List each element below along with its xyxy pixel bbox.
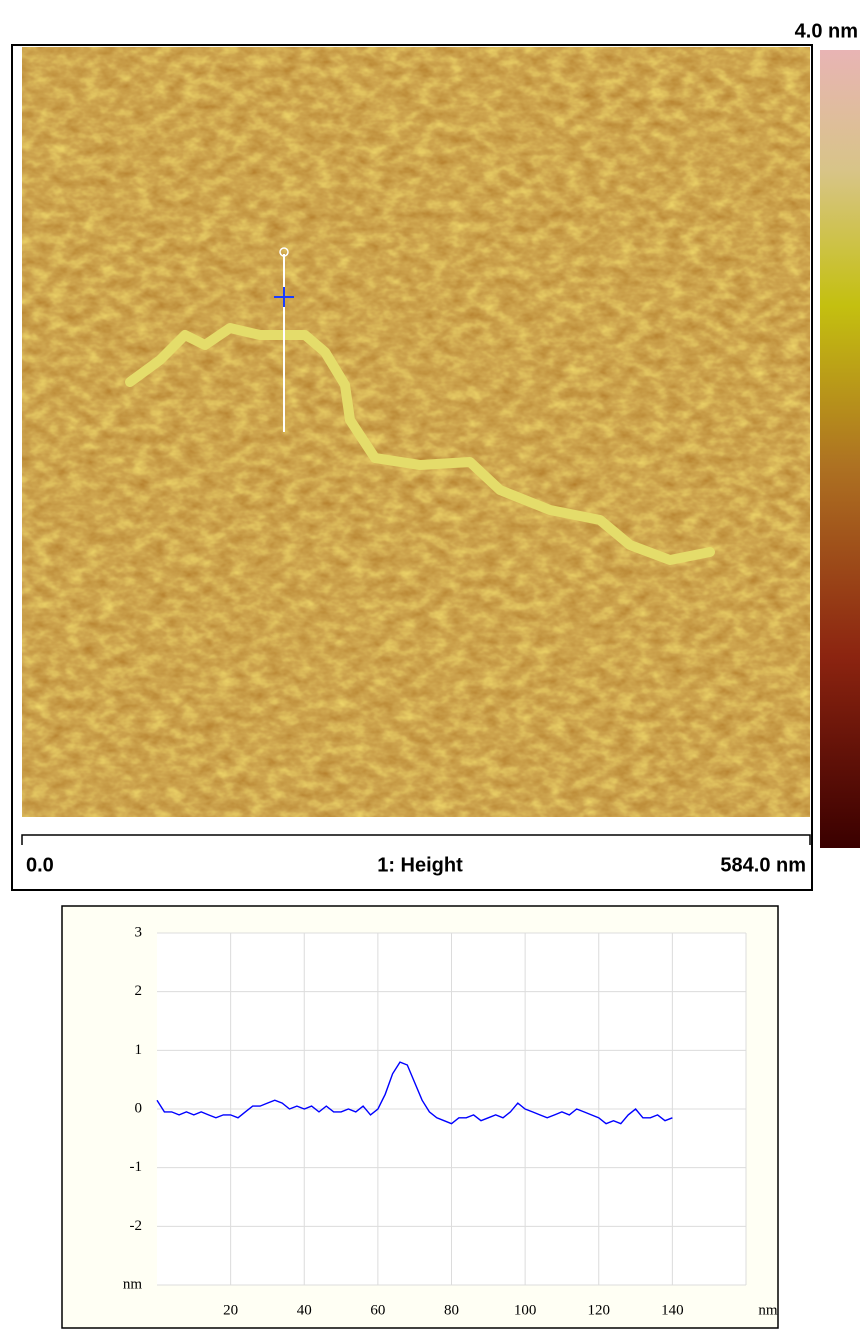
x-tick-label: nm (758, 1302, 778, 1318)
y-tick-label: 1 (135, 1042, 143, 1058)
y-tick-label: -2 (130, 1218, 143, 1234)
channel: 1: Height (377, 854, 463, 876)
x-tick-label: 60 (370, 1302, 385, 1318)
afm-panel: 4.0 nm 0.0 1: Height 584.0 nm (12, 20, 860, 890)
x-end: 584.0 nm (720, 854, 806, 876)
x-tick-label: 80 (444, 1302, 459, 1318)
color-max: 4.0 nm (795, 20, 858, 42)
x-tick-label: 40 (297, 1302, 312, 1318)
x-tick-label: 100 (514, 1302, 537, 1318)
y-tick-label: -1 (130, 1159, 143, 1175)
x-tick-label: 20 (223, 1302, 238, 1318)
color-bar (820, 50, 860, 848)
y-tick-label: nm (123, 1276, 143, 1292)
height-image (22, 47, 810, 817)
x-tick-label: 120 (588, 1302, 611, 1318)
x-tick-label: 140 (661, 1302, 684, 1318)
x-start: 0.0 (26, 854, 54, 876)
y-tick-label: 2 (135, 983, 143, 999)
scale-bracket (22, 835, 810, 845)
y-tick-label: 0 (135, 1100, 143, 1116)
page: 4.0 nm 0.0 1: Height 584.0 nm nm -2 -1 0 1 2 3… (0, 0, 860, 1336)
y-tick-label: 3 (135, 924, 143, 940)
